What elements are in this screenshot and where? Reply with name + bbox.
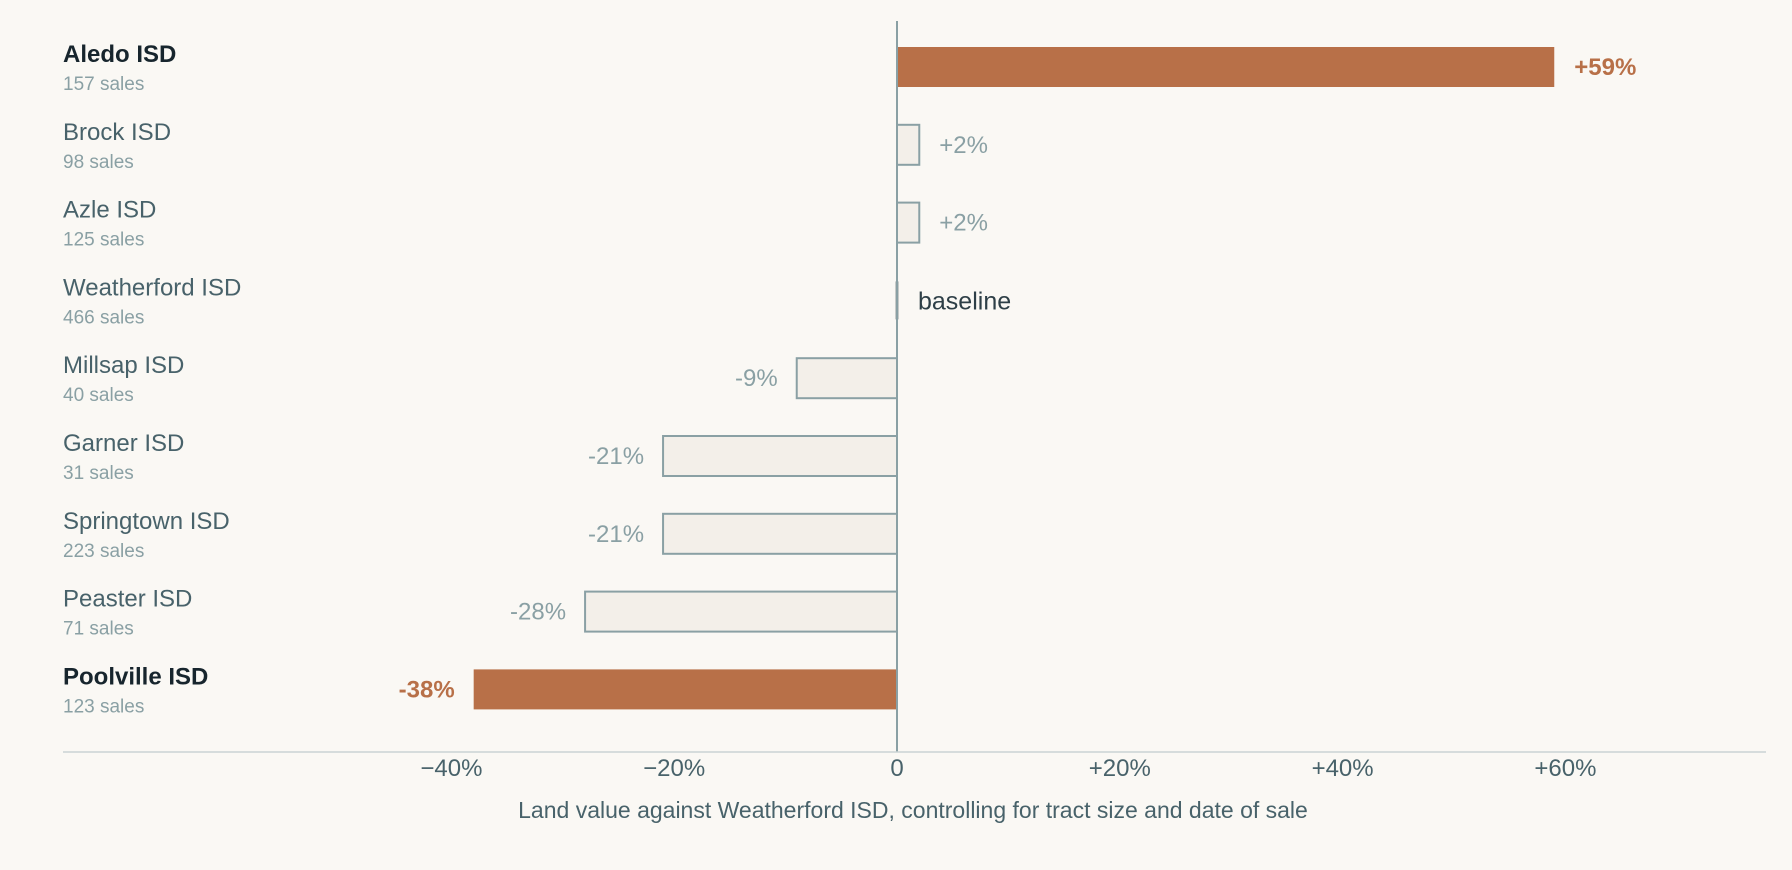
value-label: -38% <box>399 676 455 703</box>
x-tick-label: +20% <box>1089 755 1151 782</box>
sales-count-label: 123 sales <box>63 696 144 717</box>
sales-count-label: 31 sales <box>63 463 134 484</box>
x-tick-label: −20% <box>643 755 705 782</box>
value-label: -28% <box>510 599 566 626</box>
sales-count-label: 71 sales <box>63 619 134 640</box>
bar <box>795 357 898 400</box>
bar-row: Brock ISD 98 sales +2% <box>63 119 988 173</box>
value-label: +59% <box>1574 54 1636 81</box>
bar <box>896 123 921 166</box>
sales-count-label: 223 sales <box>63 541 144 562</box>
value-label: +2% <box>939 132 988 159</box>
bar-row: Peaster ISD 71 sales -28% <box>63 586 899 640</box>
bar-row: Garner ISD 31 sales -21% <box>63 430 898 484</box>
value-label: -9% <box>735 365 778 392</box>
value-label: +2% <box>939 210 988 237</box>
bar <box>897 47 1555 87</box>
bar-row: Weatherford ISD 466 sales baseline <box>63 274 1011 328</box>
x-tick-label: −40% <box>420 755 482 782</box>
bar-row: Azle ISD 125 sales +2% <box>63 197 988 251</box>
category-label: Weatherford ISD <box>63 274 241 301</box>
bar-row: Poolville ISD 123 sales -38% <box>63 663 897 717</box>
category-label: Azle ISD <box>63 197 156 224</box>
bar-row: Millsap ISD 40 sales -9% <box>63 352 898 406</box>
bar <box>584 590 899 633</box>
bar-row: Springtown ISD 223 sales -21% <box>63 508 898 562</box>
bar <box>662 435 898 477</box>
x-tick-label: +60% <box>1534 755 1596 782</box>
bar-rows: Aledo ISD 157 sales +59% Brock ISD 98 sales +… <box>63 41 1636 717</box>
category-label: Garner ISD <box>63 430 184 457</box>
value-label: -21% <box>588 521 644 548</box>
bar <box>896 201 921 244</box>
bar <box>473 669 897 710</box>
x-tick-label: 0 <box>890 755 903 782</box>
bar <box>662 512 898 555</box>
category-label: Poolville ISD <box>63 663 208 690</box>
x-tick-label: +40% <box>1312 755 1374 782</box>
category-label: Springtown ISD <box>63 508 230 535</box>
sales-count-label: 157 sales <box>63 74 144 95</box>
x-axis-ticks: −40% −20% 0 +20% +40% +60% <box>420 755 1596 782</box>
category-label: Brock ISD <box>63 119 171 146</box>
sales-count-label: 125 sales <box>63 230 144 251</box>
sales-count-label: 40 sales <box>63 385 134 406</box>
category-label: Aledo ISD <box>63 41 176 68</box>
sales-count-label: 98 sales <box>63 152 134 173</box>
sales-count-label: 466 sales <box>63 307 144 328</box>
category-label: Millsap ISD <box>63 352 184 379</box>
value-label: -21% <box>588 443 644 470</box>
value-label: baseline <box>918 287 1011 315</box>
x-axis-title: Land value against Weatherford ISD, cont… <box>518 797 1308 823</box>
category-label: Peaster ISD <box>63 586 192 613</box>
bar-row: Aledo ISD 157 sales +59% <box>63 41 1636 95</box>
